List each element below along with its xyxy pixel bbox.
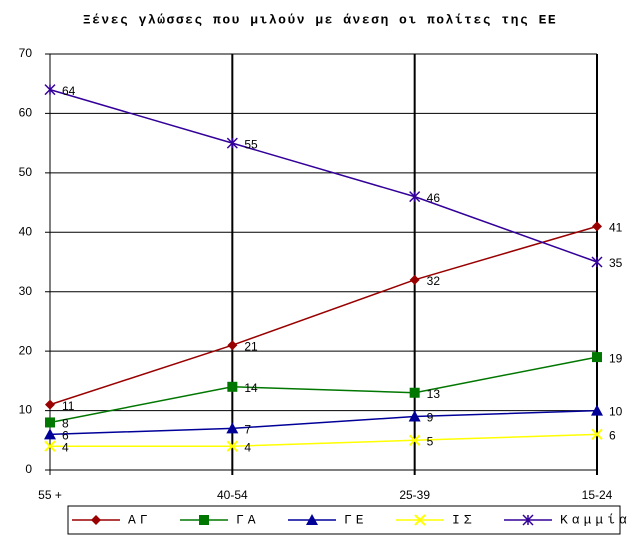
series-line xyxy=(49,356,598,424)
marker xyxy=(408,410,421,422)
marker xyxy=(591,428,603,441)
data-label: 14 xyxy=(244,381,258,395)
y-tick-label: 50 xyxy=(19,165,33,179)
marker xyxy=(409,191,421,203)
marker xyxy=(199,515,209,525)
x-tick-label: 25-39 xyxy=(399,488,430,502)
legend-label: ΓΕ xyxy=(344,512,368,527)
marker xyxy=(226,422,239,434)
marker xyxy=(591,256,603,268)
marker xyxy=(408,434,421,446)
marker xyxy=(91,515,101,525)
chart-title: Ξένες γλώσσες που μιλούν με άνεση οι πολ… xyxy=(83,12,557,27)
x-tick-label: 15-24 xyxy=(582,488,613,502)
data-label: 21 xyxy=(244,339,258,353)
data-label: 55 xyxy=(244,137,258,151)
data-label: 41 xyxy=(609,221,623,235)
series-line xyxy=(49,88,598,263)
marker xyxy=(226,137,238,149)
data-label: 4 xyxy=(62,440,69,454)
data-label: 10 xyxy=(609,405,623,419)
data-label: 13 xyxy=(427,387,441,401)
data-label: 6 xyxy=(62,429,69,443)
marker xyxy=(592,221,602,232)
data-label: 35 xyxy=(609,256,623,270)
x-tick-label: 55 + xyxy=(38,488,62,502)
legend-label: ΙΣ xyxy=(452,512,476,527)
marker xyxy=(45,399,55,410)
legend-box xyxy=(67,505,621,535)
data-label: 5 xyxy=(427,434,434,448)
data-label: 19 xyxy=(609,351,623,365)
y-tick-label: 60 xyxy=(19,106,33,120)
y-tick-label: 0 xyxy=(25,462,32,476)
marker xyxy=(522,514,534,526)
data-label: 46 xyxy=(427,191,441,205)
y-tick-label: 30 xyxy=(19,284,33,298)
y-tick-label: 20 xyxy=(19,343,33,357)
data-label: 4 xyxy=(244,440,251,454)
marker xyxy=(227,340,238,351)
data-label: 6 xyxy=(609,429,616,443)
y-tick-label: 40 xyxy=(19,224,33,238)
marker xyxy=(409,274,420,285)
data-label: 8 xyxy=(62,417,69,431)
marker xyxy=(226,440,239,452)
legend-label: ΑΓ xyxy=(128,512,152,527)
y-tick-label: 10 xyxy=(19,403,33,417)
marker xyxy=(45,417,55,428)
marker xyxy=(44,84,56,96)
data-label: 64 xyxy=(62,84,76,98)
series-line xyxy=(49,225,598,406)
data-label: 32 xyxy=(427,274,441,288)
legend-label: ΓΑ xyxy=(236,512,260,527)
x-tick-label: 40-54 xyxy=(217,488,248,502)
marker xyxy=(414,514,426,526)
marker xyxy=(592,352,602,363)
marker xyxy=(44,440,56,452)
data-label: 9 xyxy=(427,411,434,425)
legend-label: Καμμία xyxy=(560,512,631,527)
marker xyxy=(591,404,603,416)
marker xyxy=(306,514,318,525)
marker xyxy=(409,387,420,398)
data-label: 11 xyxy=(62,399,75,413)
y-tick-label: 70 xyxy=(19,46,33,60)
data-label: 7 xyxy=(244,423,251,437)
marker xyxy=(227,381,238,392)
marker xyxy=(44,428,56,440)
series-line xyxy=(49,409,598,436)
series-line xyxy=(50,433,598,447)
